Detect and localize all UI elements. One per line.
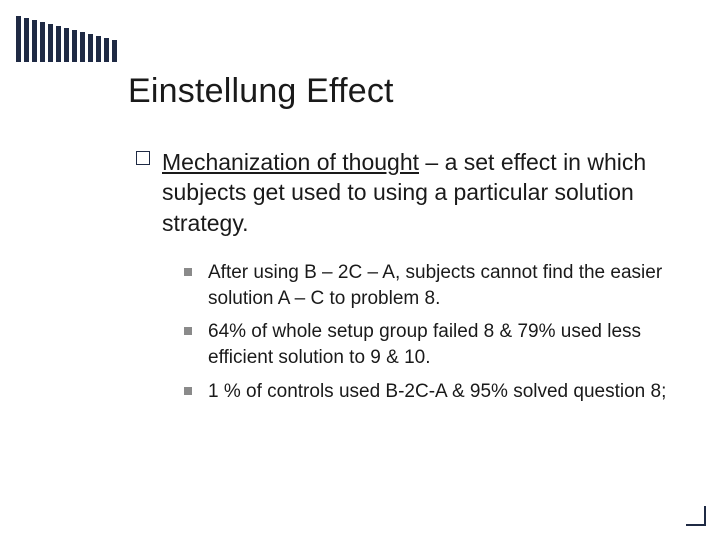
list-item: After using B – 2C – A, subjects cannot … [184, 260, 672, 311]
hollow-square-icon [136, 151, 150, 165]
solid-square-icon [184, 327, 192, 335]
slide-title: Einstellung Effect [128, 72, 672, 111]
corner-decoration-icon [686, 506, 706, 526]
list-item: 1 % of controls used B-2C-A & 95% solved… [184, 379, 672, 405]
sub-point-text: After using B – 2C – A, subjects cannot … [208, 262, 662, 309]
solid-square-icon [184, 268, 192, 276]
sub-bullet-list: After using B – 2C – A, subjects cannot … [184, 260, 672, 404]
main-bullet-item: Mechanization of thought – a set effect … [136, 147, 672, 238]
list-item: 64% of whole setup group failed 8 & 79% … [184, 319, 672, 370]
decorative-bars [16, 16, 117, 62]
solid-square-icon [184, 387, 192, 395]
sub-point-text: 1 % of controls used B-2C-A & 95% solved… [208, 381, 666, 402]
main-point-underlined: Mechanization of thought [162, 149, 419, 175]
slide-content: Einstellung Effect Mechanization of thou… [128, 72, 672, 412]
sub-point-text: 64% of whole setup group failed 8 & 79% … [208, 321, 641, 368]
